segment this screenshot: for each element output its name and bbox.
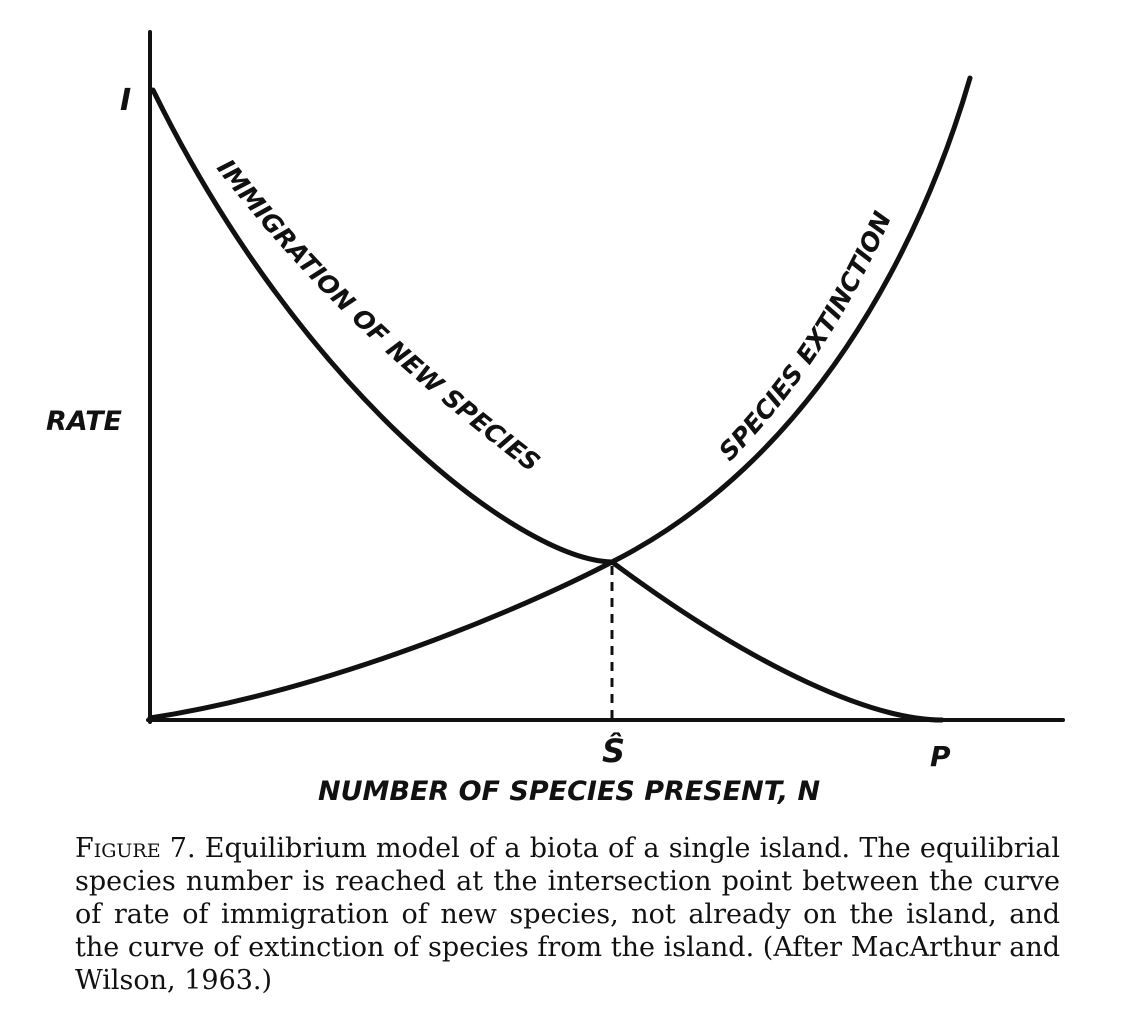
equilibrium-label: Ŝ [602,731,625,770]
equilibrium-diagram: I RATE Ŝ P NUMBER OF SPECIES PRESENT, N … [46,30,1065,807]
y-axis-label: RATE [46,406,123,437]
extinction-curve-label: SPECIES EXTINCTION [713,207,897,466]
caption-lead: Figure 7. [75,833,196,864]
caption-text: Equilibrium model of a biota of a single… [75,833,1061,996]
figure-caption: Figure 7. Equilibrium model of a biota o… [75,832,1060,997]
y-tick-label-i: I [120,83,131,118]
pool-label: P [930,740,951,773]
immigration-curve [150,87,945,723]
x-axis-label: NUMBER OF SPECIES PRESENT, N [318,776,820,807]
extinction-curve [147,75,973,721]
immigration-curve-label: IMMIGRATION OF NEW SPECIES [211,154,545,478]
